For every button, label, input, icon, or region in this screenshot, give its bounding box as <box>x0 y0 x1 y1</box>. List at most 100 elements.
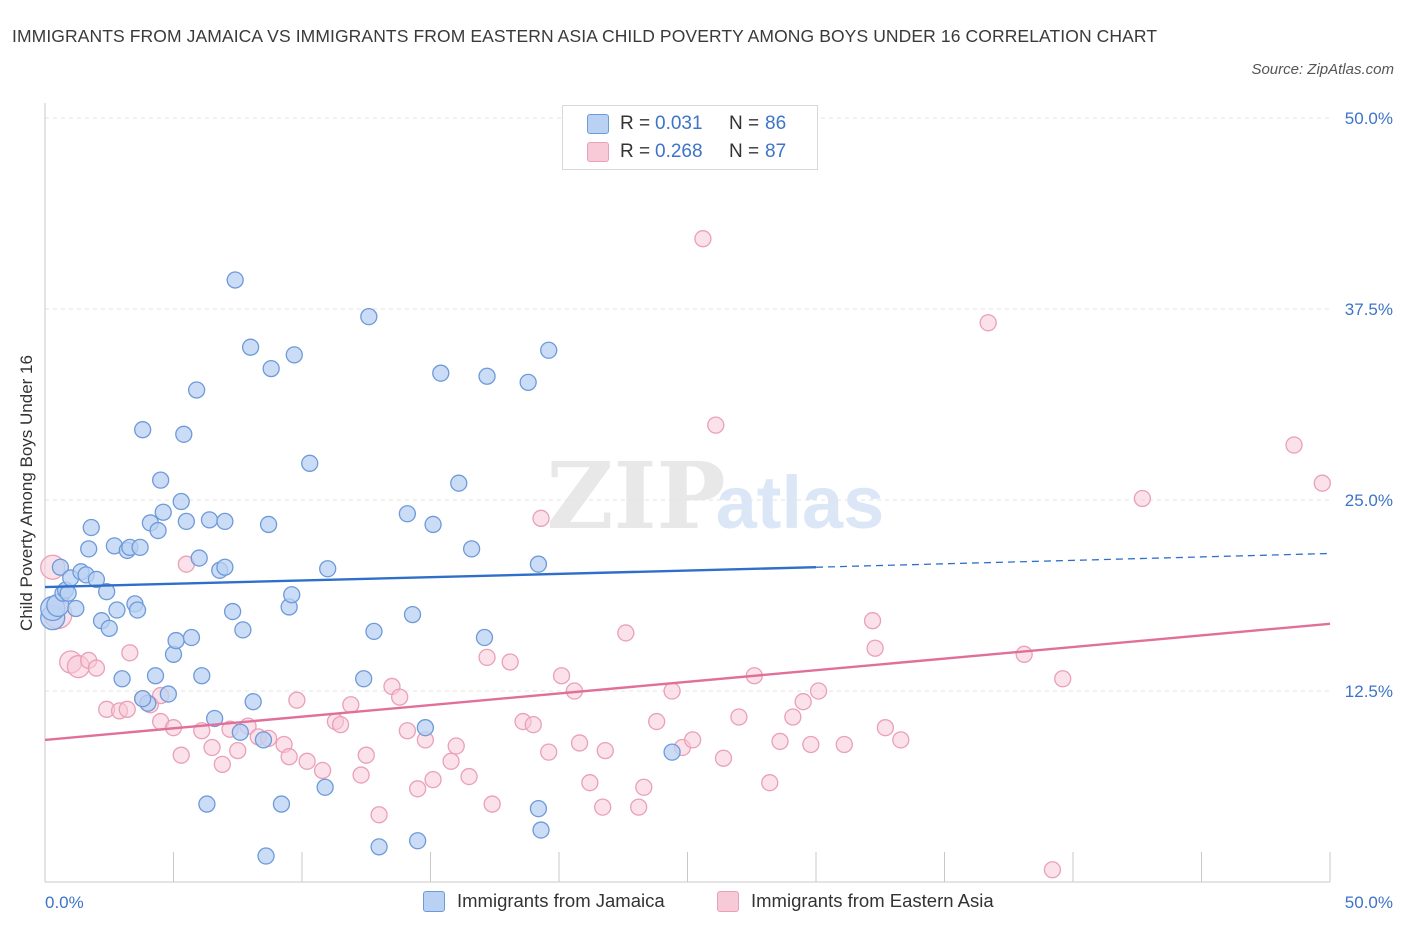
eastern-asia-point <box>694 230 712 248</box>
jamaica-point <box>149 521 167 540</box>
bottom-legend-eastern-asia-label: Immigrants from Eastern Asia <box>751 890 994 911</box>
jamaica-point <box>398 505 417 523</box>
eastern-asia-point <box>229 741 247 760</box>
jamaica-point <box>529 800 548 818</box>
jamaica-point <box>257 847 275 865</box>
jamaica-point <box>360 307 378 326</box>
eastern-asia-point <box>313 761 332 780</box>
eastern-asia-point <box>540 743 558 761</box>
eastern-asia-point <box>630 798 648 816</box>
eastern-asia-point <box>1285 436 1303 454</box>
axes <box>44 103 1331 883</box>
jamaica-point <box>187 381 206 399</box>
eastern-asia-point <box>288 691 306 709</box>
y-tick-label: 12.5% <box>1345 682 1393 701</box>
eastern-asia-point <box>87 659 106 677</box>
n-label: N = <box>729 141 760 162</box>
jamaica-point <box>529 555 548 573</box>
jamaica-trend-line <box>44 566 817 589</box>
jamaica-point <box>67 599 85 618</box>
jamaica-point <box>234 621 252 639</box>
r-label: R = <box>620 141 651 162</box>
eastern-asia-point <box>714 749 733 767</box>
eastern-asia-point <box>835 735 853 754</box>
jamaica-point <box>316 778 334 796</box>
eastern-asia-point <box>617 624 635 642</box>
jamaica-point <box>100 619 118 638</box>
jamaica-point <box>128 601 147 619</box>
eastern-asia-point <box>863 612 882 630</box>
jamaica-point <box>408 832 427 850</box>
eastern-asia-point <box>1313 474 1331 492</box>
jamaica-point <box>416 719 435 737</box>
r-label: R = <box>620 113 651 134</box>
x-tick-label: 50.0% <box>1345 893 1393 912</box>
jamaica-point <box>131 538 149 557</box>
eastern-asia-point <box>1054 670 1072 688</box>
jamaica-point <box>216 558 234 576</box>
jamaica-point <box>283 586 301 604</box>
eastern-asia-point <box>1015 645 1033 663</box>
bottom-legend-jamaica-label: Immigrants from Jamaica <box>457 890 665 911</box>
jamaica-point <box>193 667 211 685</box>
jamaica-point <box>51 558 70 576</box>
eastern-asia-point <box>483 795 501 813</box>
jamaica-point <box>87 570 106 589</box>
jamaica-point <box>424 515 442 534</box>
eastern-asia-point <box>524 715 542 734</box>
jamaica-point <box>475 628 494 647</box>
eastern-asia-point <box>118 700 136 718</box>
jamaica-point <box>403 605 422 624</box>
eastern-asia-point <box>866 639 884 657</box>
jamaica-points <box>40 271 681 865</box>
jamaica-point <box>432 364 450 382</box>
jamaica-point <box>151 471 170 489</box>
trend-lines <box>44 552 1331 742</box>
eastern-asia-point <box>635 778 653 796</box>
jamaica-point <box>259 515 278 534</box>
eastern-asia-point <box>501 653 519 671</box>
eastern-asia-point <box>581 774 599 792</box>
eastern-asia-point <box>707 416 725 434</box>
eastern-asia-point <box>280 748 298 766</box>
jamaica-point <box>167 631 185 650</box>
eastern-asia-point <box>460 767 478 786</box>
eastern-asia-point <box>552 667 571 685</box>
eastern-asia-point <box>424 770 442 789</box>
eastern-asia-point <box>979 314 997 332</box>
eastern-asia-point <box>794 693 812 711</box>
jamaica-point <box>226 271 244 289</box>
eastern-asia-point <box>771 732 789 751</box>
jamaica-point <box>177 512 196 531</box>
eastern-asia-point <box>370 806 388 824</box>
x-tick-label: 0.0% <box>45 893 84 912</box>
jamaica-point <box>285 346 303 364</box>
jamaica-point <box>370 838 388 856</box>
jamaica-point <box>532 821 550 839</box>
eastern-asia-point <box>648 712 666 731</box>
jamaica-point <box>82 518 100 537</box>
jamaica-point <box>205 709 224 728</box>
watermark: ZIP atlas <box>546 442 884 550</box>
eastern-asia-point <box>892 731 910 749</box>
jamaica-point <box>663 743 681 761</box>
eastern-asia-r-value: 0.268 <box>655 141 703 162</box>
correlation-legend: R = 0.031 N = 86 R = 0.268 N = 87 <box>562 105 818 170</box>
source-note: Source: ZipAtlas.com <box>1251 61 1394 78</box>
eastern-asia-point <box>596 741 614 760</box>
jamaica-point <box>134 421 152 439</box>
jamaica-point <box>355 670 373 688</box>
jamaica-swatch <box>587 114 609 134</box>
jamaica-point <box>154 503 172 521</box>
watermark-atlas: atlas <box>716 461 885 544</box>
jamaica-point <box>146 667 165 685</box>
jamaica-point <box>172 492 190 511</box>
eastern-asia-point <box>570 734 589 752</box>
jamaica-point <box>462 540 481 558</box>
jamaica-point <box>190 549 208 567</box>
eastern-asia-point <box>1043 861 1062 879</box>
eastern-asia-point <box>802 735 820 754</box>
jamaica-point <box>200 511 219 529</box>
eastern-asia-point <box>442 752 460 770</box>
